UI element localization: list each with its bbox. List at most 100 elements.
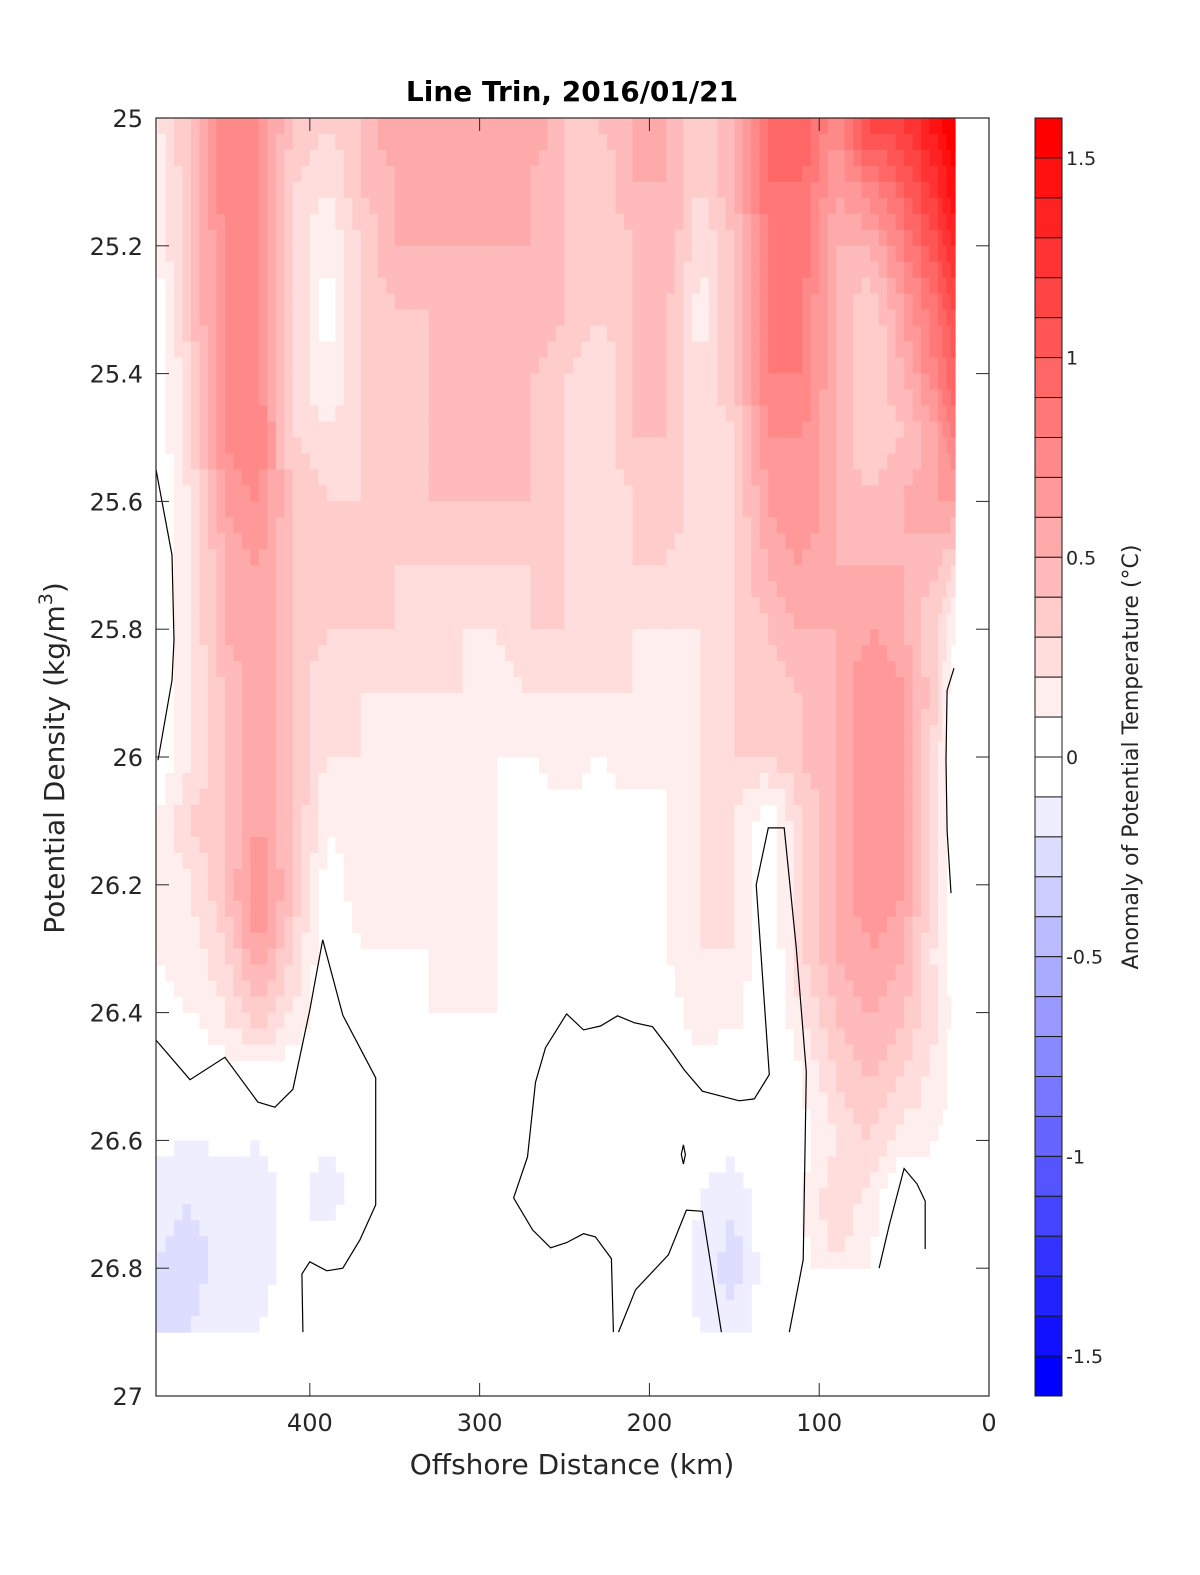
- heatmap-cell: [878, 549, 888, 566]
- heatmap-cell: [522, 597, 532, 614]
- heatmap-cell: [479, 373, 489, 391]
- heatmap-cell: [479, 197, 489, 215]
- heatmap-cell: [564, 389, 574, 407]
- heatmap-cell: [725, 485, 735, 503]
- heatmap-cell: [649, 213, 659, 231]
- heatmap-cell: [394, 836, 404, 854]
- heatmap-cell: [454, 597, 464, 614]
- heatmap-cell: [870, 1044, 880, 1062]
- heatmap-cell: [224, 772, 235, 790]
- heatmap-cell: [437, 932, 447, 950]
- heatmap-cell: [165, 165, 175, 183]
- heatmap-cell: [224, 868, 235, 886]
- heatmap-cell: [539, 677, 549, 694]
- heatmap-cell: [921, 245, 931, 263]
- heatmap-cell: [284, 629, 294, 646]
- heatmap-cell: [216, 213, 226, 231]
- heatmap-cell: [717, 613, 727, 630]
- heatmap-cell: [564, 693, 574, 710]
- heatmap-cell: [207, 469, 218, 487]
- heatmap-cell: [496, 133, 506, 151]
- heatmap-cell: [725, 421, 735, 439]
- heatmap-cell: [819, 980, 829, 998]
- heatmap-cell: [810, 693, 820, 710]
- heatmap-cell: [369, 597, 379, 614]
- heatmap-cell: [742, 293, 752, 311]
- heatmap-cell: [309, 453, 319, 471]
- heatmap-cell: [683, 533, 693, 550]
- heatmap-cell: [224, 118, 235, 135]
- heatmap-cell: [386, 133, 396, 151]
- heatmap-cell: [751, 421, 761, 439]
- heatmap-cell: [734, 309, 744, 327]
- heatmap-cell: [810, 149, 820, 167]
- heatmap-cell: [598, 133, 608, 151]
- heatmap-cell: [564, 421, 574, 439]
- heatmap-cell: [224, 613, 235, 630]
- heatmap-cell: [938, 357, 943, 375]
- heatmap-cell: [377, 197, 387, 215]
- heatmap-cell: [233, 389, 243, 407]
- heatmap-cell: [657, 437, 667, 455]
- heatmap-cell: [870, 932, 880, 950]
- heatmap-cell: [708, 757, 718, 774]
- heatmap-cell: [233, 245, 243, 263]
- heatmap-cell: [284, 277, 294, 295]
- heatmap-cell: [836, 453, 846, 471]
- heatmap-cell: [938, 469, 943, 487]
- heatmap-cell: [717, 884, 727, 902]
- heatmap-cell: [827, 1028, 837, 1046]
- heatmap-cell: [725, 405, 735, 423]
- heatmap-cell: [912, 804, 922, 822]
- heatmap-cell: [403, 405, 413, 423]
- heatmap-cell: [606, 533, 617, 550]
- heatmap-cell: [207, 165, 218, 183]
- heatmap-cell: [870, 948, 880, 966]
- heatmap-cell: [717, 868, 727, 886]
- heatmap-cell: [437, 533, 447, 550]
- heatmap-cell: [377, 693, 387, 710]
- heatmap-cell: [768, 741, 778, 758]
- heatmap-cell: [793, 309, 803, 327]
- heatmap-cell: [861, 405, 871, 423]
- heatmap-cell: [411, 932, 421, 950]
- heatmap-cell: [810, 788, 820, 806]
- heatmap-cell: [938, 836, 943, 854]
- heatmap-cell: [437, 916, 447, 934]
- heatmap-cell: [386, 309, 396, 327]
- heatmap-cell: [216, 868, 226, 886]
- heatmap-cell: [759, 421, 769, 439]
- heatmap-cell: [683, 181, 693, 199]
- heatmap-cell: [352, 501, 362, 518]
- heatmap-cell: [623, 549, 634, 566]
- heatmap-cell: [674, 469, 684, 487]
- heatmap-cell: [420, 373, 430, 391]
- heatmap-cell: [853, 533, 863, 550]
- heatmap-cell: [776, 341, 786, 359]
- heatmap-cell: [250, 197, 260, 215]
- heatmap-cell: [547, 437, 557, 455]
- heatmap-cell: [522, 677, 532, 694]
- heatmap-cell: [581, 741, 591, 758]
- heatmap-cell: [360, 293, 370, 311]
- heatmap-cell: [734, 357, 744, 375]
- heatmap-cell: [479, 405, 489, 423]
- heatmap-cell: [377, 357, 387, 375]
- heatmap-cell: [793, 485, 803, 503]
- heatmap-cell: [615, 693, 625, 710]
- heatmap-cell: [895, 772, 905, 790]
- heatmap-cell: [708, 277, 718, 295]
- heatmap-cell: [717, 357, 727, 375]
- heatmap-cell: [241, 261, 251, 279]
- heatmap-cell: [386, 597, 396, 614]
- heatmap-cell: [513, 165, 523, 183]
- heatmap-cell: [267, 1044, 277, 1062]
- heatmap-cell: [751, 309, 761, 327]
- heatmap-cell: [946, 661, 952, 678]
- heatmap-cell: [708, 533, 718, 550]
- heatmap-cell: [454, 181, 464, 199]
- heatmap-cell: [759, 613, 769, 630]
- heatmap-cell: [471, 581, 481, 598]
- heatmap-cell: [505, 645, 515, 662]
- heatmap-cell: [437, 852, 447, 870]
